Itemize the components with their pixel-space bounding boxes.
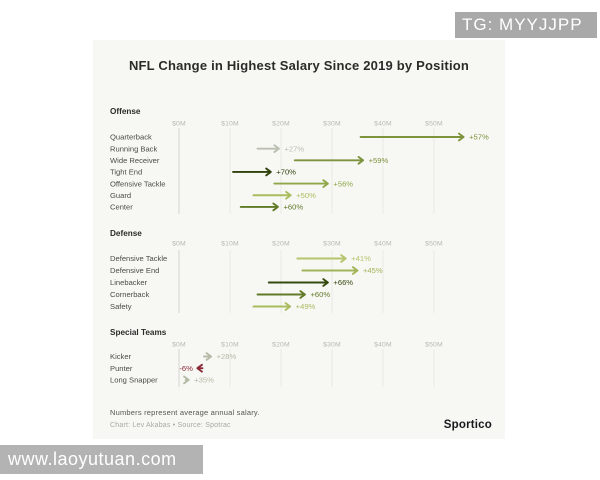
chart-card: NFL Change in Highest Salary Since 2019 …	[93, 40, 505, 439]
row-offensive-tackle: Offensive Tackle +56%	[110, 179, 353, 188]
arrow-head	[299, 290, 306, 299]
row-label: Safety	[110, 302, 132, 311]
axis-tick-label: $50M	[425, 341, 443, 348]
row-label: Defensive Tackle	[110, 254, 167, 263]
arrow-head	[196, 363, 203, 373]
row-center: Center +60%	[110, 202, 303, 212]
percent-change-label: +56%	[333, 179, 353, 188]
arrow-head	[183, 375, 190, 385]
section-special-teams: Special Teams $0M $10M $20M $30M $40M $50M Kick…	[110, 328, 443, 387]
row-tight-end: Tight End +70%	[110, 167, 296, 177]
row-running-back: Running Back +27%	[110, 144, 304, 153]
percent-change-label: +45%	[363, 266, 383, 275]
section-title: Offense	[110, 107, 141, 116]
row-label: Guard	[110, 191, 131, 200]
row-label: Long Snapper	[110, 376, 158, 385]
axis-tick-label: $50M	[425, 120, 443, 127]
arrow-head	[322, 179, 329, 188]
row-safety: Safety +49%	[110, 302, 316, 311]
telegram-watermark-badge: TG: MYYJJPP	[455, 12, 597, 38]
percent-change-label: +60%	[283, 203, 303, 212]
arrow-head	[273, 144, 280, 154]
percent-change-label: +41%	[351, 254, 371, 263]
row-punter: Punter -6%	[110, 363, 204, 373]
chart-credit: Chart: Lev Akabas • Source: Spotrac	[110, 422, 231, 429]
arrow-head	[205, 352, 213, 361]
percent-change-label: -6%	[179, 364, 193, 373]
site-watermark: www.laoyutuan.com	[0, 445, 203, 474]
chart-title: NFL Change in Highest Salary Since 2019 …	[128, 58, 470, 73]
arrow-head	[458, 132, 465, 142]
arrow-head	[357, 155, 365, 165]
row-label: Tight End	[110, 168, 142, 177]
arrow-head	[265, 167, 272, 177]
section-title: Defense	[110, 229, 142, 238]
axis-tick-label: $40M	[374, 120, 392, 127]
axis-tick-label: $10M	[221, 240, 239, 247]
row-cornerback: Cornerback +60%	[110, 290, 330, 299]
axis-tick-label: $40M	[374, 341, 392, 348]
axis-tick-label: $30M	[323, 240, 341, 247]
percent-change-label: +28%	[217, 352, 237, 361]
axis-tick-label: $10M	[221, 120, 239, 127]
row-label: Offensive Tackle	[110, 179, 165, 188]
percent-change-label: +50%	[296, 191, 316, 200]
row-label: Defensive End	[110, 266, 159, 275]
percent-change-label: +49%	[296, 302, 316, 311]
row-label: Center	[110, 203, 133, 212]
percent-change-label: +66%	[333, 278, 353, 287]
axis-tick-label: $20M	[272, 341, 290, 348]
percent-change-label: +59%	[369, 156, 389, 165]
arrow-head	[340, 254, 347, 263]
percent-change-label: +27%	[284, 144, 304, 153]
row-label: Cornerback	[110, 290, 149, 299]
sportico-logo: Sportico	[443, 419, 492, 431]
section-title: Special Teams	[110, 328, 167, 337]
axis-tick-label: $20M	[272, 120, 290, 127]
row-guard: Guard +50%	[110, 190, 316, 200]
section-offense: Offense $0M $10M $20M $30M $40M $50M Quarterbac…	[110, 107, 489, 214]
row-label: Kicker	[110, 352, 132, 361]
axis-tick-label: $0M	[172, 341, 186, 348]
row-wide-receiver: Wide Receiver +59%	[110, 155, 389, 165]
row-linebacker: Linebacker +66%	[110, 278, 353, 287]
row-label: Wide Receiver	[110, 156, 160, 165]
row-defensive-end: Defensive End +45%	[110, 266, 383, 275]
axis-tick-label: $0M	[172, 120, 186, 127]
axis-tick-label: $50M	[425, 240, 443, 247]
row-long-snapper: Long Snapper +35%	[110, 375, 214, 385]
arrow-head	[284, 302, 292, 311]
row-label: Quarterback	[110, 133, 152, 142]
chart-footnote: Numbers represent average annual salary.	[110, 408, 260, 417]
axis-tick-label: $20M	[272, 240, 290, 247]
arrow-head	[351, 266, 359, 275]
arrow-head	[285, 190, 292, 200]
percent-change-label: +57%	[469, 133, 489, 142]
row-quarterback: Quarterback +57%	[110, 132, 489, 142]
axis-tick-label: $0M	[172, 240, 186, 247]
row-defensive-tackle: Defensive Tackle +41%	[110, 254, 371, 263]
axis-tick-label: $40M	[374, 240, 392, 247]
arrow-head	[322, 278, 329, 287]
percent-change-label: +70%	[276, 168, 296, 177]
axis-tick-label: $30M	[323, 341, 341, 348]
percent-change-label: +60%	[310, 290, 330, 299]
row-kicker: Kicker +28%	[110, 352, 237, 361]
row-label: Punter	[110, 364, 133, 373]
section-defense: Defense $0M $10M $20M $30M $40M $50M Defensive …	[110, 229, 443, 313]
arrow-head	[272, 202, 279, 212]
row-label: Linebacker	[110, 278, 148, 287]
axis-tick-label: $10M	[221, 341, 239, 348]
percent-change-label: +35%	[194, 376, 214, 385]
axis-tick-label: $30M	[323, 120, 341, 127]
row-label: Running Back	[110, 144, 157, 153]
